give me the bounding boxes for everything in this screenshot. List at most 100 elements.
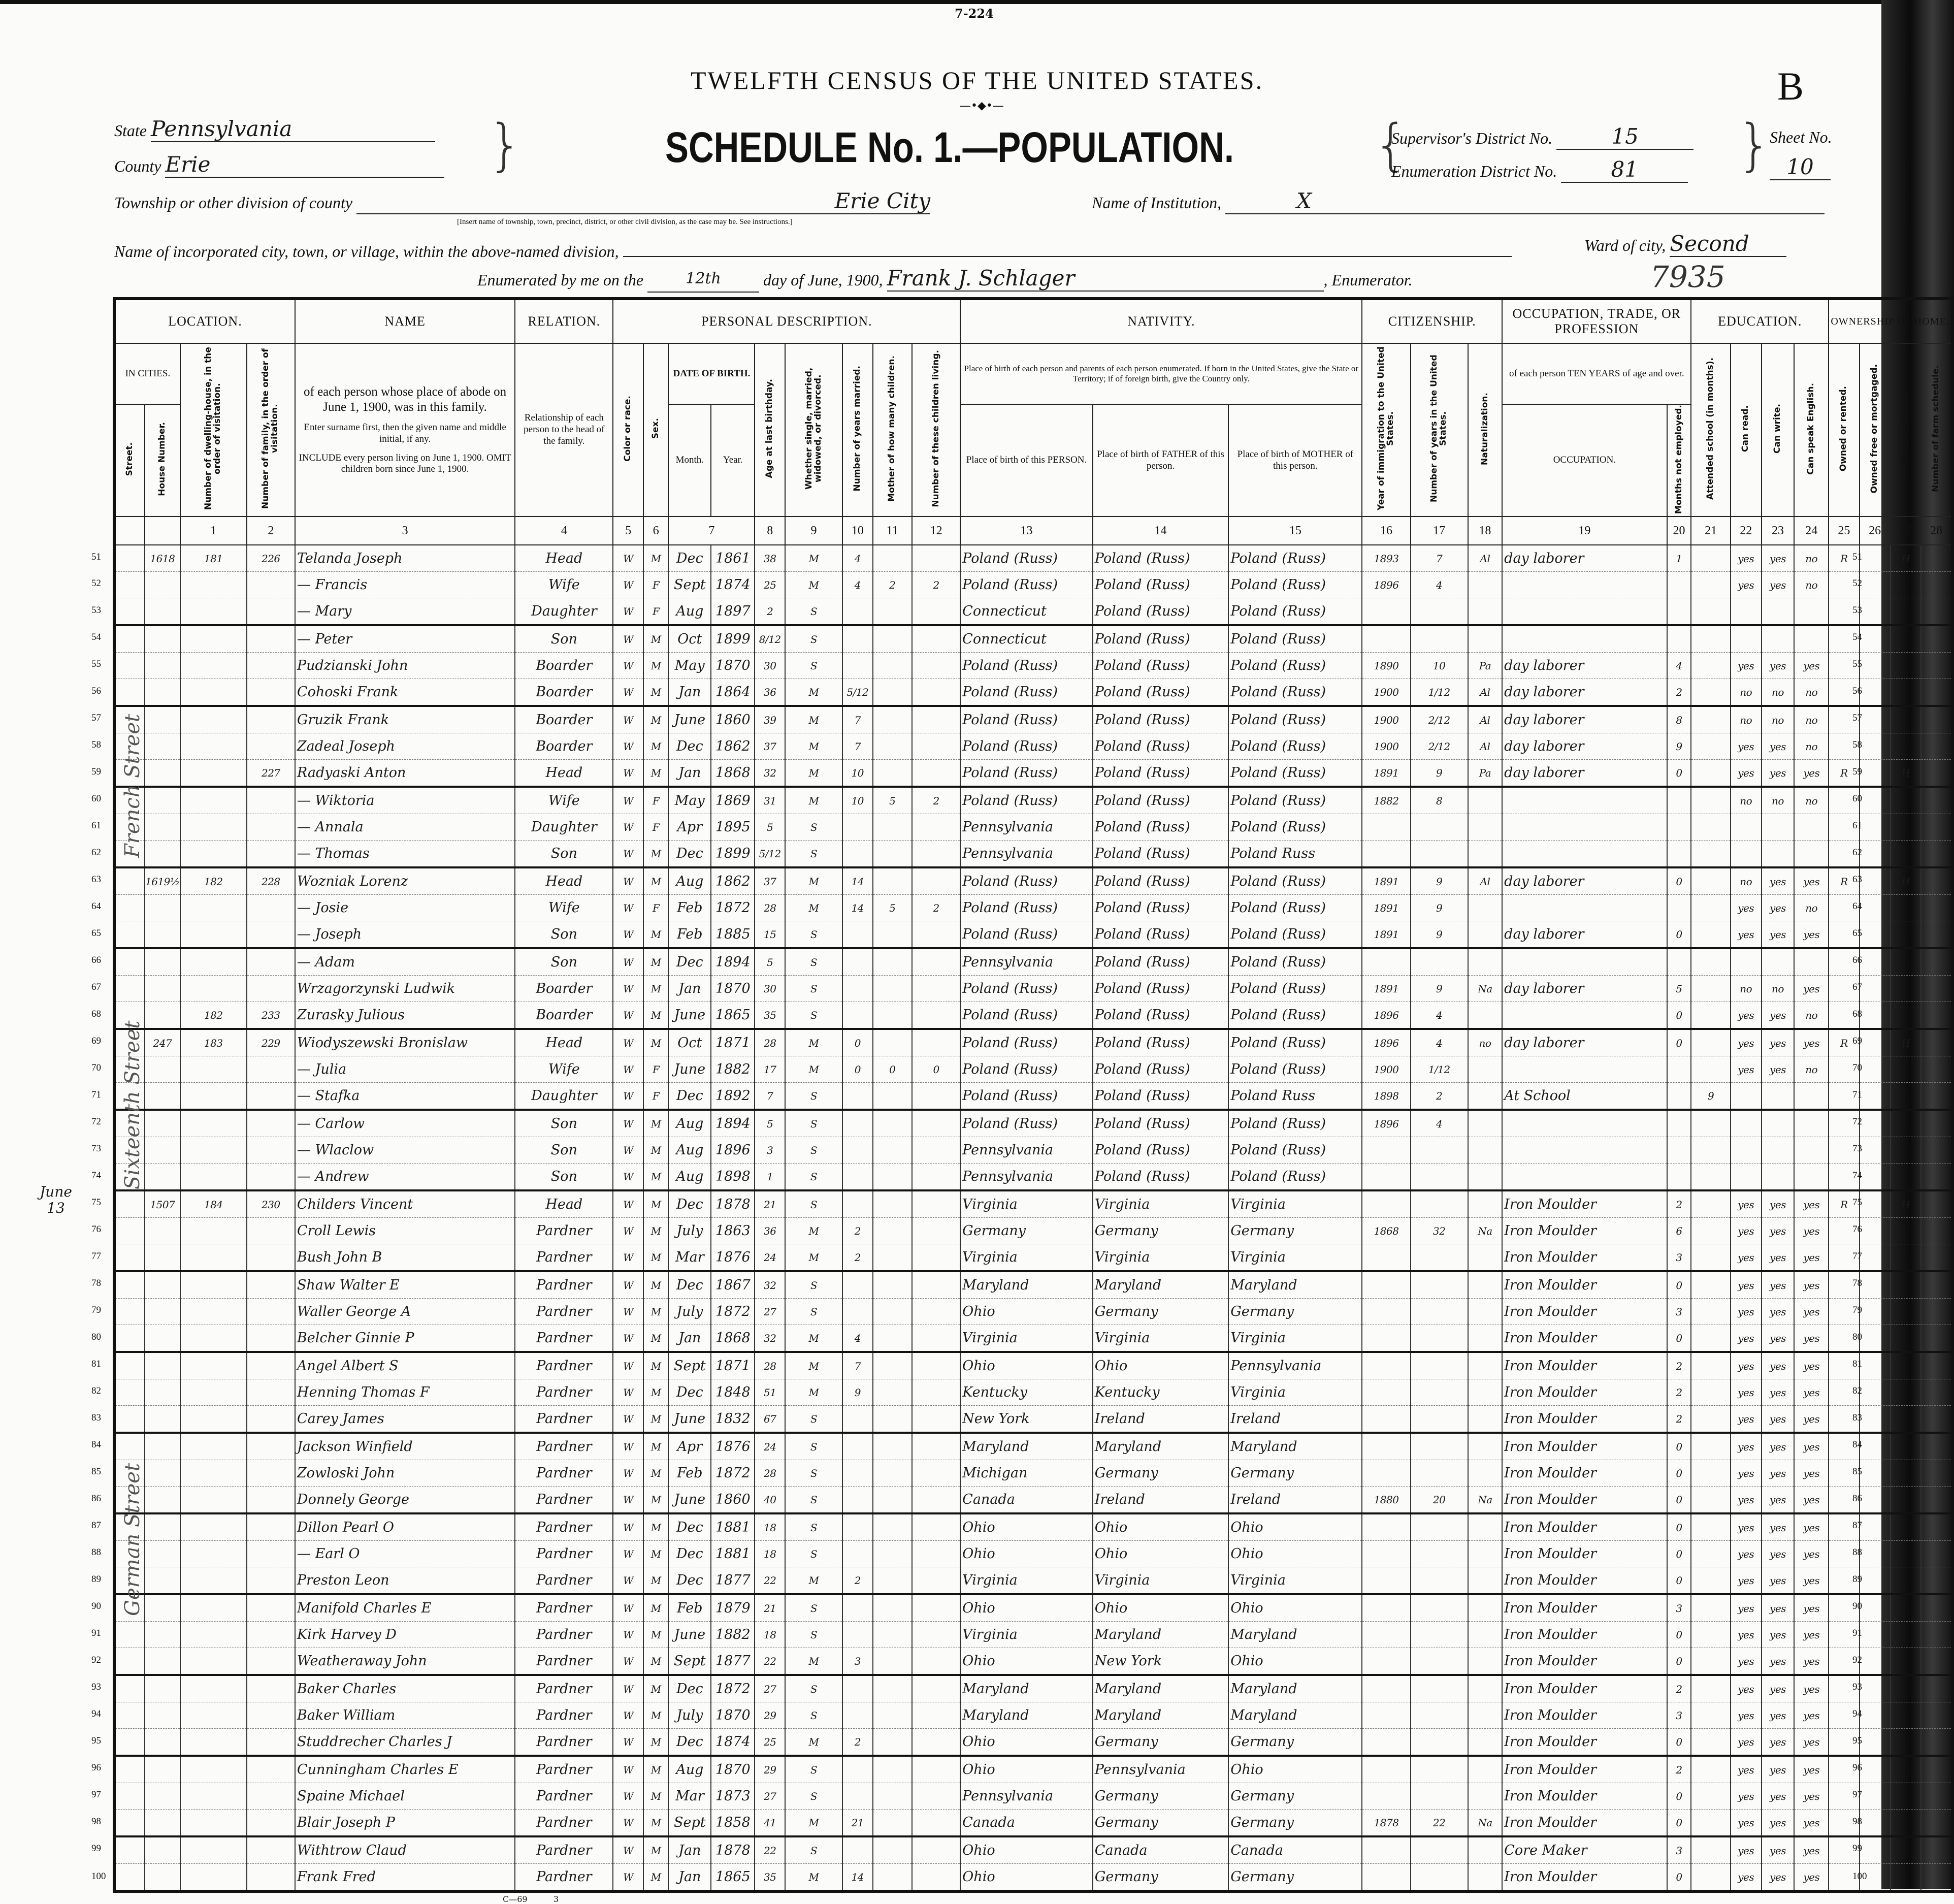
table-row: — Wlaclow Son W M Aug 1896 3 S Pennsylvania Polan…: [114, 1137, 1953, 1164]
cell-living: [911, 814, 961, 841]
cell-house: 247: [144, 1029, 181, 1056]
cell-farm: H: [1890, 759, 1922, 788]
cell-years-us: [1410, 598, 1469, 626]
cell-mother-of: [872, 545, 913, 572]
cell-dwelling: 183: [179, 1029, 247, 1056]
cell-age: 38: [754, 545, 786, 572]
cell-speak: [1794, 1110, 1830, 1137]
cell-color: W: [612, 1002, 644, 1030]
cell-living: [911, 867, 961, 895]
cell-street: [114, 1594, 145, 1622]
cell-family: [246, 679, 296, 707]
cell-month: June: [668, 1002, 712, 1030]
cell-write: [1761, 598, 1795, 626]
cell-farm-schedule: [1920, 787, 1953, 814]
cell-farm-schedule: [1920, 1163, 1953, 1191]
cell-house: [144, 814, 181, 841]
cell-immigration: [1361, 1379, 1411, 1406]
cell-color: W: [612, 571, 644, 598]
cell-relation: Boarder: [514, 1002, 614, 1030]
cell-years-married: 9: [842, 1379, 873, 1406]
cell-months-unemployed: 2: [1666, 679, 1692, 707]
cell-farm: [1890, 1836, 1922, 1864]
cell-month: Aug: [668, 1756, 712, 1783]
table-row: Croll Lewis Pardner W M July 1863 36 M 2 Germany G…: [114, 1217, 1953, 1244]
cell-house: [144, 1460, 181, 1487]
cell-years-us: 7: [1410, 545, 1469, 572]
table-row: Pudzianski John Boarder W M May 1870 30 S Poland…: [114, 652, 1953, 679]
table-row: — Francis Wife W F Sept 1874 25 M 4 2 2 Poland (Rus…: [114, 571, 1953, 598]
county-value: Erie: [165, 152, 445, 178]
cell-name: — Annala: [294, 814, 516, 841]
line-number: 63: [91, 874, 101, 885]
cell-dwelling: [179, 1513, 247, 1541]
table-row: 227 Radyaski Anton Head W M Jan 1868 32 M 10 Polan…: [114, 759, 1953, 788]
cell-farm-schedule: [1920, 1621, 1953, 1648]
cell-naturalization: [1467, 598, 1503, 626]
column-number: 2: [246, 516, 296, 545]
cell-house: [144, 1352, 181, 1379]
cell-school: [1690, 1110, 1731, 1137]
cell-immigration: [1361, 1513, 1411, 1541]
cell-color: W: [612, 598, 644, 626]
cell-school: [1690, 652, 1731, 679]
cell-naturalization: [1467, 1702, 1503, 1729]
cell-marital: S: [784, 975, 843, 1002]
cell-dwelling: [179, 814, 247, 841]
cell-free: [1859, 840, 1891, 868]
cell-free: [1859, 1002, 1891, 1030]
cell-farm: [1890, 1863, 1922, 1892]
cell-year: 1862: [710, 867, 756, 895]
cell-years-us: 4: [1410, 571, 1469, 598]
cell-color: W: [612, 1029, 644, 1056]
cell-speak: yes: [1794, 1756, 1830, 1783]
cell-birth-mother: Germany: [1228, 1863, 1363, 1892]
cell-occupation: Iron Moulder: [1502, 1540, 1668, 1567]
cell-immigration: 1896: [1361, 1029, 1411, 1056]
cell-write: yes: [1761, 1594, 1795, 1622]
cell-months-unemployed: 2: [1666, 1675, 1692, 1702]
cell-occupation: day laborer: [1502, 733, 1668, 760]
cell-mother-of: [872, 1567, 913, 1595]
cell-age: 28: [754, 1352, 786, 1379]
cell-naturalization: Al: [1467, 706, 1503, 733]
cell-mother-of: [872, 1783, 913, 1810]
cell-living: [911, 975, 961, 1002]
cell-age: 39: [754, 706, 786, 733]
cell-write: yes: [1761, 652, 1795, 679]
cell-school: [1690, 1702, 1731, 1729]
cell-write: yes: [1761, 1675, 1795, 1702]
cell-name: — Adam: [294, 948, 516, 976]
date-of-birth-header: DATE OF BIRTH.: [668, 343, 756, 405]
cell-naturalization: [1467, 840, 1503, 868]
cell-color: W: [612, 814, 644, 841]
cell-birth-father: Poland (Russ): [1092, 840, 1229, 868]
cell-occupation: Iron Moulder: [1502, 1352, 1668, 1379]
table-row: Shaw Walter E Pardner W M Dec 1867 32 S Maryland…: [114, 1271, 1953, 1299]
cell-years-us: 2/12: [1410, 706, 1469, 733]
line-number: 100: [91, 1870, 106, 1882]
cell-birth-person: Ohio: [960, 1863, 1093, 1892]
cell-months-unemployed: 3: [1666, 1702, 1692, 1729]
cell-birth-mother: Ohio: [1228, 1756, 1363, 1783]
cell-years-married: [842, 625, 873, 653]
cell-birth-mother: Poland (Russ): [1228, 814, 1363, 841]
cell-family: [246, 598, 296, 626]
cell-living: [911, 1783, 961, 1810]
cell-farm-schedule: [1920, 733, 1953, 760]
county-label: County: [114, 157, 161, 175]
cell-age: 22: [754, 1836, 786, 1864]
cell-year: 1897: [710, 598, 756, 626]
cell-relation: Pardner: [514, 1298, 614, 1325]
cell-owned: [1828, 894, 1860, 921]
cell-owned: [1828, 787, 1860, 814]
cell-color: W: [612, 921, 644, 949]
cell-month: Apr: [668, 1433, 712, 1460]
cell-birth-father: Maryland: [1092, 1621, 1229, 1648]
cell-occupation: day laborer: [1502, 759, 1668, 788]
cell-occupation: Iron Moulder: [1502, 1298, 1668, 1325]
cell-year: 1881: [710, 1540, 756, 1567]
cell-write: no: [1761, 787, 1795, 814]
cell-birth-mother: Maryland: [1228, 1702, 1363, 1729]
cell-family: [246, 948, 296, 976]
